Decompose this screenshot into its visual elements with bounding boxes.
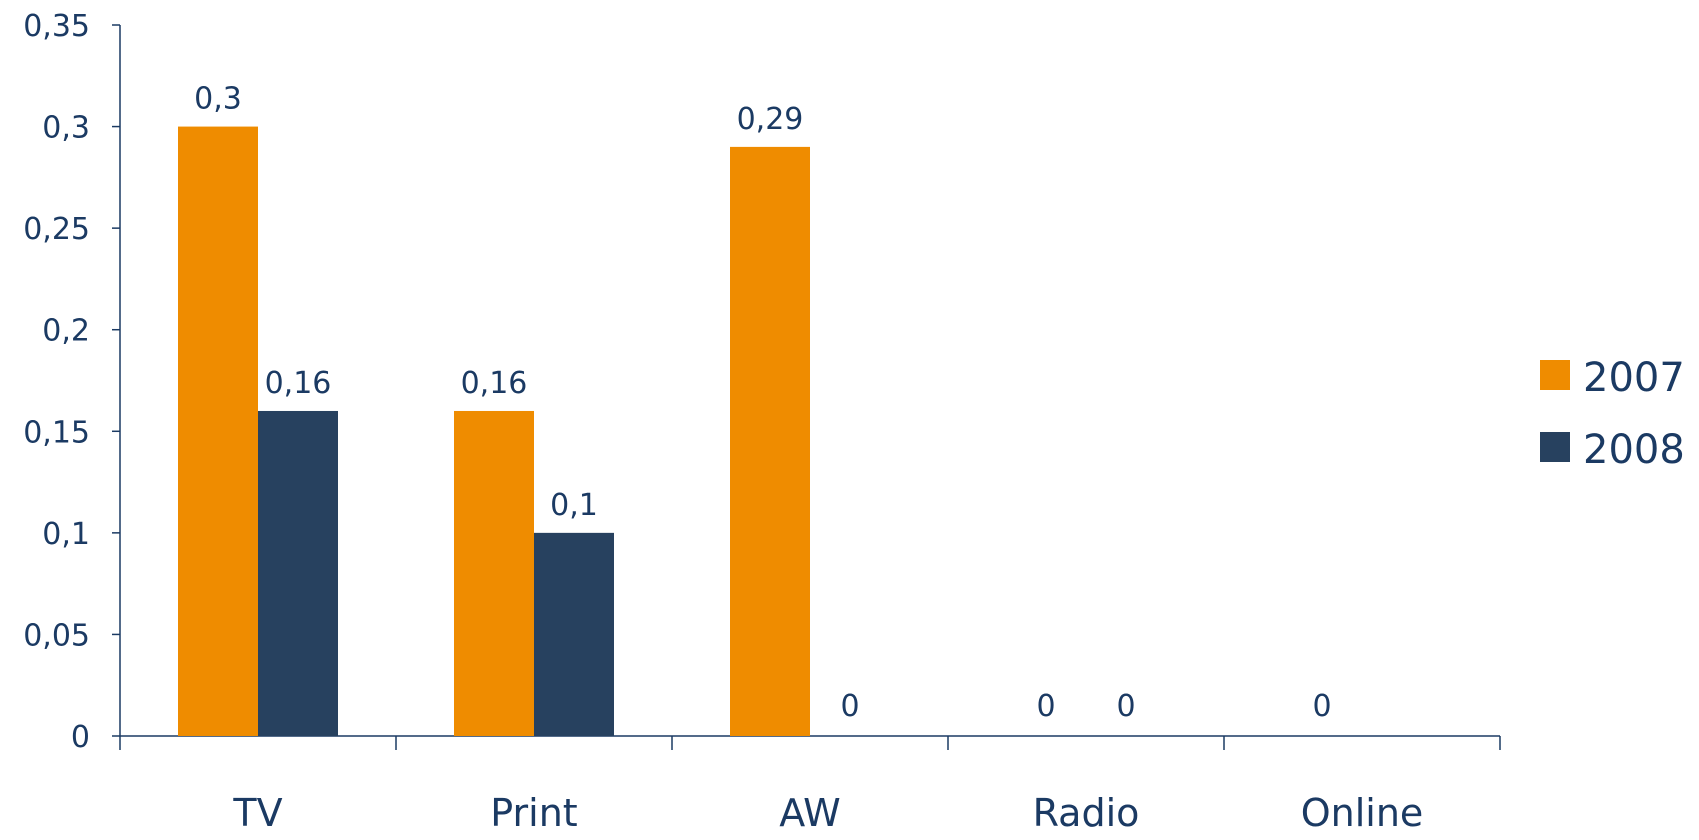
category-label: Radio (1033, 791, 1140, 835)
y-tick-label: 0,35 (23, 9, 90, 44)
x-axis: TV Print AW Radio Online (119, 735, 1501, 835)
y-tick-label: 0,2 (42, 314, 90, 349)
data-label: 0,16 (265, 366, 332, 401)
bar-2007-print (454, 410, 534, 736)
bars (178, 126, 810, 737)
data-label: 0,16 (461, 366, 528, 401)
data-label: 0 (1116, 689, 1135, 724)
data-label: 0 (1312, 689, 1331, 724)
bar-2007-aw (730, 146, 810, 736)
data-labels: 0,3 0,16 0,29 0 0 0,16 0,1 0 0 (194, 82, 1331, 724)
bar-2007-tv (178, 126, 258, 737)
category-label: AW (779, 791, 841, 835)
legend-label: 2007 (1583, 355, 1685, 401)
data-label: 0,29 (737, 102, 804, 137)
legend: 2007 2008 (1540, 355, 1685, 473)
legend-swatch (1540, 432, 1570, 462)
bar-2008-tv (258, 410, 338, 736)
category-label: TV (232, 791, 282, 835)
y-tick-label: 0,3 (42, 111, 90, 146)
y-tick-label: 0,25 (23, 212, 90, 247)
category-label: Online (1301, 791, 1424, 835)
bar-2008-print (534, 532, 614, 736)
data-label: 0 (840, 689, 859, 724)
y-axis: 0 0,05 0,1 0,15 0,2 0,25 0,3 0,35 (23, 9, 121, 755)
legend-label: 2008 (1583, 427, 1685, 473)
data-label: 0 (1036, 689, 1055, 724)
y-tick-label: 0 (71, 720, 90, 755)
y-tick-label: 0,15 (23, 415, 90, 450)
y-tick-label: 0,1 (42, 517, 90, 552)
data-label: 0,1 (550, 488, 598, 523)
data-label: 0,3 (194, 82, 242, 117)
legend-swatch (1540, 360, 1570, 390)
y-tick-label: 0,05 (23, 618, 90, 653)
category-label: Print (490, 791, 577, 835)
